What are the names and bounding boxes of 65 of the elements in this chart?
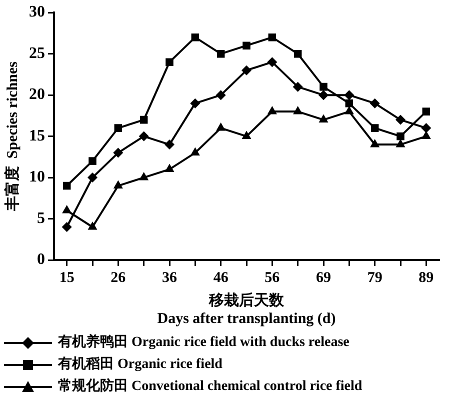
point	[421, 123, 432, 134]
y-tick-label: 10	[29, 168, 45, 186]
point	[216, 90, 226, 100]
x-tick-label: 69	[316, 270, 331, 286]
point	[370, 98, 380, 108]
point	[344, 90, 354, 100]
point	[88, 172, 98, 183]
x-tick-label: 46	[213, 270, 229, 286]
point	[88, 222, 98, 230]
point	[139, 172, 149, 180]
point	[370, 124, 379, 132]
point	[242, 65, 252, 76]
point	[293, 106, 303, 114]
point	[292, 82, 303, 92]
point	[113, 180, 123, 189]
point	[113, 148, 124, 158]
x-axis-title: 移栽后天数 Days after transplanting (d)	[157, 292, 336, 327]
point	[62, 222, 72, 232]
y-axis-title: 丰富度 Species richnes	[2, 61, 21, 212]
point	[164, 140, 174, 150]
point	[114, 124, 122, 132]
y-tick-label: 20	[29, 86, 45, 104]
x-tick-label: 79	[367, 270, 382, 286]
point	[345, 99, 354, 108]
point	[344, 106, 354, 114]
point	[138, 131, 149, 142]
x-tick-label: 15	[59, 270, 74, 286]
point	[140, 116, 148, 124]
point	[62, 182, 71, 190]
point	[268, 33, 276, 42]
point	[242, 130, 252, 140]
point	[190, 147, 200, 156]
point	[422, 108, 430, 116]
point	[396, 139, 406, 148]
y-tick-label: 15	[29, 127, 45, 144]
x-tick-label: 56	[264, 270, 280, 286]
point	[164, 164, 174, 172]
point	[88, 157, 96, 165]
point	[294, 50, 302, 58]
point	[216, 122, 226, 131]
point	[318, 90, 328, 100]
point	[267, 57, 278, 68]
x-tick-label: 89	[418, 270, 434, 286]
x-tick-label: 36	[162, 270, 178, 286]
point	[320, 82, 328, 91]
y-tick-label: 30	[29, 4, 45, 21]
y-tick-label: 25	[29, 44, 45, 62]
point	[370, 139, 380, 148]
legend-label: 常规化防田 Convetional chemical control rice field	[58, 377, 362, 396]
point	[190, 98, 200, 108]
point	[191, 33, 200, 42]
point	[396, 114, 406, 125]
point	[242, 42, 250, 50]
point	[166, 58, 174, 66]
x-tick-label: 26	[110, 270, 126, 286]
point	[216, 50, 225, 58]
point	[421, 130, 431, 140]
point	[318, 114, 328, 123]
legend-label: 有机稻田 Organic rice field	[58, 355, 222, 374]
y-tick-label: 5	[37, 210, 45, 227]
point	[267, 106, 277, 114]
legend-label: 有机养鸭田 Organic rice field with ducks release	[58, 333, 350, 352]
point	[396, 132, 404, 140]
point	[62, 205, 72, 214]
y-tick-label: 0	[37, 251, 45, 268]
